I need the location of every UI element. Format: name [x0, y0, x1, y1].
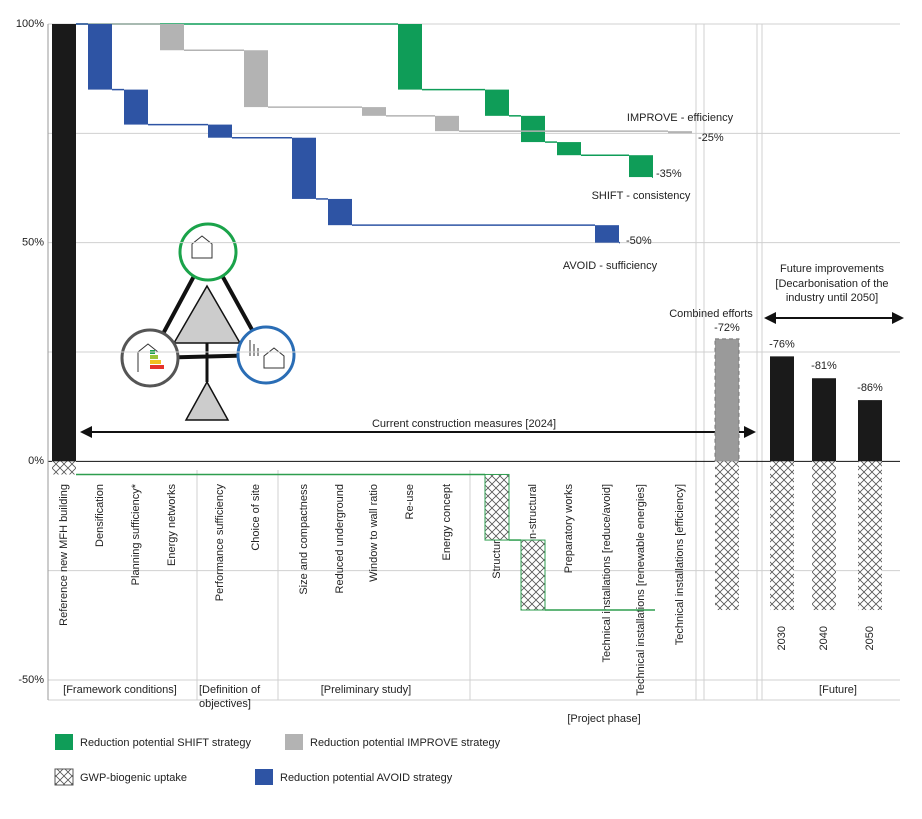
phase-label: [Framework conditions]	[63, 684, 177, 696]
x-tick-label: Densification	[94, 484, 106, 547]
x-tick-label: Reduced underground	[334, 484, 346, 593]
series-label: AVOID - sufficiency	[563, 260, 658, 272]
bar	[485, 89, 509, 116]
x-tick-label: Performance sufficiency	[214, 484, 226, 602]
legend-swatch	[255, 769, 273, 785]
bar	[88, 24, 112, 90]
biogenic-bar	[858, 461, 882, 611]
x-tick-label: Non-structural	[527, 484, 539, 553]
value-label: -72%	[714, 322, 740, 334]
strategy-diagram	[120, 222, 296, 421]
x-tick-label: Size and compactness	[298, 484, 310, 595]
legend-label: GWP-biogenic uptake	[80, 772, 187, 784]
x-tick-label: Planning sufficiency*	[130, 483, 142, 585]
bar	[160, 24, 184, 51]
bar	[858, 400, 882, 462]
phase-label: [Project phase]	[567, 713, 640, 725]
legend-swatch	[54, 768, 74, 786]
bar	[244, 50, 268, 108]
bar	[208, 124, 232, 138]
biogenic-bar	[52, 461, 76, 475]
annotation: [Decarbonisation of the	[775, 278, 888, 290]
x-tick-label: Energy networks	[166, 484, 178, 566]
bar	[435, 115, 459, 132]
x-tick-label: Technical installations [renewable energ…	[635, 484, 647, 696]
x-tick-label: 2050	[864, 626, 876, 650]
biogenic-bar	[715, 461, 739, 611]
annotation: Combined efforts	[669, 308, 753, 320]
y-tick-label: 100%	[16, 18, 44, 30]
bar	[398, 24, 422, 90]
legend-swatch	[55, 734, 73, 750]
phase-label: [Definition of objectives]	[199, 684, 261, 710]
x-tick-label: 2040	[818, 626, 830, 650]
value-label: -76%	[769, 338, 795, 350]
bar	[714, 338, 740, 462]
bar	[292, 137, 316, 199]
bar	[328, 198, 352, 226]
bar	[595, 225, 619, 243]
value-label: -81%	[811, 360, 837, 372]
y-tick-label: 50%	[22, 237, 44, 249]
series-label: SHIFT - consistency	[592, 190, 691, 202]
bar	[668, 131, 692, 134]
x-tick-label: Reference new MFH building	[58, 484, 70, 626]
annotation: Current construction measures [2024]	[372, 418, 556, 430]
end-label: -50%	[626, 235, 652, 247]
bar	[124, 89, 148, 125]
annotation: industry until 2050]	[786, 292, 878, 304]
phase-label: [Future]	[819, 684, 857, 696]
arrows	[80, 312, 904, 438]
bar	[362, 107, 386, 116]
x-tick-label: Window to wall ratio	[368, 484, 380, 582]
end-label: -35%	[656, 168, 682, 180]
legend-swatch	[285, 734, 303, 750]
bar	[557, 142, 581, 156]
legend-label: Reduction potential IMPROVE strategy	[310, 737, 501, 749]
legend-label: Reduction potential AVOID strategy	[280, 772, 453, 784]
legend-label: Reduction potential SHIFT strategy	[80, 737, 251, 749]
x-tick-label: 2030	[776, 626, 788, 650]
separators	[48, 24, 900, 701]
legend: Reduction potential SHIFT strategy Reduc…	[54, 734, 501, 786]
annotation: Future improvements	[780, 263, 884, 275]
biogenic-bar	[484, 473, 510, 541]
bar	[629, 155, 653, 178]
x-tick-label: Re-use	[404, 484, 416, 519]
series-label: IMPROVE - efficiency	[627, 112, 734, 124]
end-label: -25%	[698, 132, 724, 144]
x-tick-label: Choice of site	[250, 484, 262, 551]
phase-label: [Preliminary study]	[321, 684, 411, 696]
x-tick-label: Energy concept	[441, 484, 453, 560]
bar	[812, 378, 836, 462]
bar	[770, 356, 794, 462]
biogenic-bar	[520, 539, 546, 611]
x-tick-label: Preparatory works	[563, 484, 575, 574]
x-tick-label: Technical installations [efficiency]	[674, 484, 686, 645]
bar	[521, 115, 545, 143]
biogenic-bar	[770, 461, 794, 611]
y-tick-label: -50%	[18, 674, 44, 686]
bar	[52, 24, 76, 462]
biogenic-bar	[812, 461, 836, 611]
y-tick-label: 0%	[28, 455, 44, 467]
value-label: -86%	[857, 382, 883, 394]
grid	[48, 132, 900, 572]
x-tick-label: Technical installations [reduce/avoid]	[601, 484, 613, 663]
